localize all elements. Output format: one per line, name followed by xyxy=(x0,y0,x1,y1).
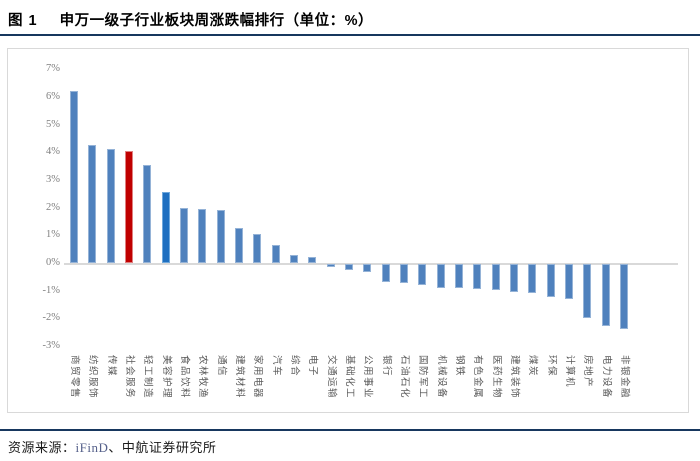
x-label-环保: 环保 xyxy=(545,355,557,378)
y-tick-1: 1% xyxy=(46,229,60,241)
source-prefix: 资源来源： xyxy=(8,440,76,455)
bar-综合 xyxy=(289,254,298,263)
bar-有色金属 xyxy=(473,264,482,289)
x-label-社会服务: 社会服务 xyxy=(123,355,135,400)
x-label-家用电器: 家用电器 xyxy=(252,355,264,400)
y-tick-6: 6% xyxy=(46,90,60,102)
figure-number: 图 1 xyxy=(8,12,38,29)
x-label-美容护理: 美容护理 xyxy=(160,355,172,400)
bar-非银金融 xyxy=(619,264,628,330)
bar-钢铁 xyxy=(454,264,463,288)
x-label-电子: 电子 xyxy=(307,355,319,378)
x-label-建筑装饰: 建筑装饰 xyxy=(508,355,520,400)
x-label-国防军工: 国防军工 xyxy=(417,355,429,400)
bar-国防军工 xyxy=(418,264,427,285)
x-label-机械设备: 机械设备 xyxy=(435,355,447,400)
x-label-商贸零售: 商贸零售 xyxy=(69,355,80,400)
bar-电力设备 xyxy=(601,264,610,327)
x-label-建筑材料: 建筑材料 xyxy=(233,355,245,400)
bar-农林牧渔 xyxy=(198,208,207,263)
y-tick-3: 3% xyxy=(46,173,60,185)
x-label-电力设备: 电力设备 xyxy=(600,355,612,400)
x-label-计算机: 计算机 xyxy=(563,355,575,389)
source-suffix: 、中航证券研究所 xyxy=(108,440,217,455)
y-tick-4: 4% xyxy=(46,146,60,158)
bottom-divider xyxy=(0,429,700,431)
x-label-传媒: 传媒 xyxy=(105,355,117,378)
plot-area: 7% 6% 5% 4% 3% 2% 1% 0% -1% -2% -3% 商贸零售 纺织服饰 传媒 社会服务轻… xyxy=(8,49,688,412)
top-divider xyxy=(0,34,700,36)
bar-交通运输 xyxy=(326,264,335,267)
bar-银行 xyxy=(381,264,390,282)
x-label-农林牧渔: 农林牧渔 xyxy=(197,355,209,400)
y-tick-7: 7% xyxy=(46,63,60,75)
source-provider: iFinD xyxy=(75,440,109,455)
bar-轻工制造 xyxy=(143,164,152,263)
y-tick-5: 5% xyxy=(46,118,60,130)
y-tick--1: -1% xyxy=(42,284,61,296)
bar-家用电器 xyxy=(253,233,262,263)
x-label-银行: 银行 xyxy=(380,355,392,378)
x-label-交通运输: 交通运输 xyxy=(325,355,337,400)
source-line: 资源来源：iFinD、中航证券研究所 xyxy=(8,437,216,456)
x-label-综合: 综合 xyxy=(288,355,300,378)
bar-煤炭 xyxy=(528,264,537,294)
bar-石油石化 xyxy=(399,264,408,284)
bar-机械设备 xyxy=(436,264,445,288)
figure-caption: 图 1 申万一级子行业板块周涨跌幅排行（单位：%） xyxy=(8,7,373,31)
x-label-纺织服饰: 纺织服饰 xyxy=(87,355,99,400)
bar-房地产 xyxy=(583,264,592,318)
bar-环保 xyxy=(546,264,555,298)
y-tick--3: -3% xyxy=(42,340,61,352)
x-label-医药生物: 医药生物 xyxy=(490,355,502,400)
bar-医药生物 xyxy=(491,264,500,291)
bar-商贸零售 xyxy=(70,91,78,263)
x-label-基础化工: 基础化工 xyxy=(343,355,355,400)
figure-title: 申万一级子行业板块周涨跌幅排行（单位：%） xyxy=(59,12,373,29)
x-label-公用事业: 公用事业 xyxy=(362,355,374,400)
chart-frame: 7% 6% 5% 4% 3% 2% 1% 0% -1% -2% -3% 商贸零售 纺织服饰 传媒 社会服务轻… xyxy=(7,48,689,413)
x-label-非银金融: 非银金融 xyxy=(618,355,630,400)
bar-电子 xyxy=(308,257,317,263)
bar-建筑装饰 xyxy=(509,264,518,292)
bar-基础化工 xyxy=(344,264,353,270)
bar-汽车 xyxy=(271,244,280,263)
x-label-煤炭: 煤炭 xyxy=(527,355,539,378)
bar-社会服务 xyxy=(124,150,133,263)
x-label-通信: 通信 xyxy=(215,355,227,378)
bar-建筑材料 xyxy=(234,228,243,263)
x-label-钢铁: 钢铁 xyxy=(453,355,465,378)
x-label-石油石化: 石油石化 xyxy=(398,355,410,400)
bar-通信 xyxy=(216,210,225,263)
bar-公用事业 xyxy=(363,264,372,273)
x-label-有色金属: 有色金属 xyxy=(472,355,484,400)
x-label-房地产: 房地产 xyxy=(582,355,594,389)
x-label-汽车: 汽车 xyxy=(270,355,282,378)
x-label-轻工制造: 轻工制造 xyxy=(142,355,154,400)
bar-美容护理 xyxy=(161,192,170,263)
x-label-食品饮料: 食品饮料 xyxy=(178,355,190,400)
bar-计算机 xyxy=(564,264,573,299)
y-tick--2: -2% xyxy=(42,312,61,324)
bar-纺织服饰 xyxy=(88,145,97,263)
y-tick-2: 2% xyxy=(46,201,60,213)
bar-食品饮料 xyxy=(179,207,188,263)
y-tick-0: 0% xyxy=(46,257,60,268)
bar-传媒 xyxy=(106,149,115,263)
